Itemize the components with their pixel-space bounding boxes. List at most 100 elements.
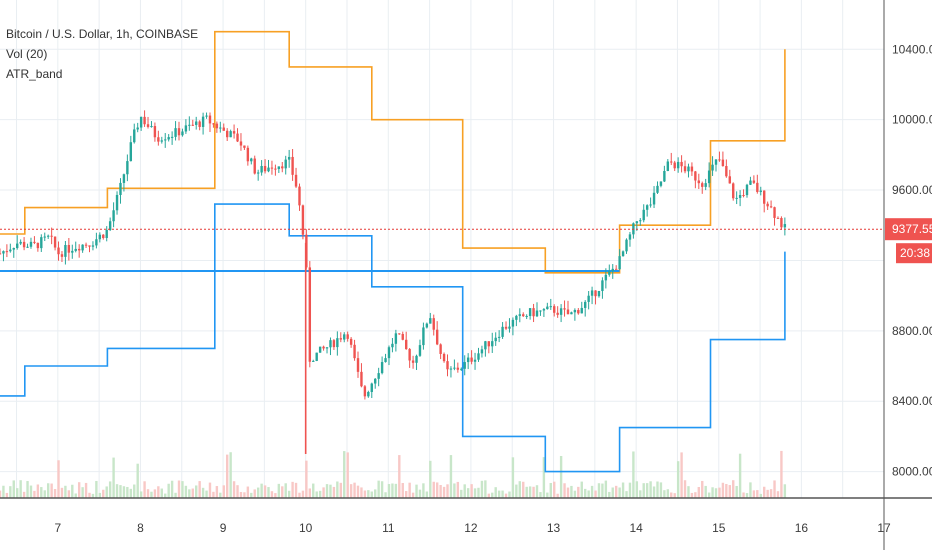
volume-bar (752, 490, 756, 498)
y-tick-label: 10000.00 (892, 113, 932, 127)
candle-body (432, 318, 435, 330)
volume-bar (188, 489, 191, 498)
candle-body (391, 343, 394, 348)
candle-body (697, 180, 701, 184)
volume-bar (139, 491, 143, 498)
volume-bar (22, 491, 26, 498)
candle-body (256, 172, 260, 174)
volume-bar (246, 486, 250, 498)
volume-bar (108, 481, 112, 498)
candle-body (635, 221, 639, 224)
candle-body (105, 229, 108, 239)
volume-bar (212, 491, 215, 498)
volume-bar (256, 487, 260, 498)
candle-body (404, 339, 408, 350)
candle-body (91, 245, 95, 247)
volume-bar (95, 480, 98, 498)
volume-bar (553, 481, 556, 498)
volume-bar (325, 484, 329, 498)
candle-body (133, 129, 136, 143)
volume-bar (174, 492, 177, 498)
volume-bar (2, 485, 5, 498)
volume-bar (694, 492, 697, 498)
candle-body (732, 183, 735, 199)
candle-body (528, 308, 532, 316)
volume-bar (380, 481, 384, 498)
volume-bar (418, 489, 422, 498)
volume-bar (463, 484, 466, 498)
volume-bar (294, 482, 298, 498)
candle-body (225, 130, 229, 138)
candle-body (484, 341, 487, 350)
x-tick-label: 7 (54, 521, 61, 535)
volume-bar (260, 483, 263, 498)
volume-bar (453, 483, 456, 498)
candle-body (274, 168, 277, 170)
volume-bar (12, 480, 15, 498)
volume-bar (518, 481, 521, 498)
volume-bar (411, 492, 415, 498)
volume-bar (466, 488, 470, 498)
candlesticks (0, 110, 787, 455)
candle-body (298, 186, 301, 206)
candle-body (556, 312, 559, 315)
volume-bar (487, 493, 491, 498)
candle-body (136, 127, 139, 130)
candle-body (776, 217, 780, 219)
volume-bar (404, 491, 408, 498)
candle-body (783, 224, 787, 228)
volume-bar (40, 487, 43, 498)
x-tick-label: 16 (795, 521, 809, 535)
candle-body (387, 347, 391, 359)
candle-body (167, 137, 170, 140)
candle-body (718, 159, 721, 161)
candle-body (435, 329, 439, 345)
candle-body (460, 368, 463, 370)
volume-bar (491, 492, 494, 498)
x-tick-label: 13 (547, 521, 561, 535)
candle-body (74, 248, 77, 251)
volume-bar (122, 486, 126, 498)
volume-bar (153, 489, 157, 498)
volume-bar (590, 485, 594, 498)
volume-bar (16, 488, 19, 498)
volume-bar (432, 481, 435, 498)
candle-body (470, 357, 473, 362)
candle-body (666, 161, 670, 171)
volume-bar (398, 455, 401, 498)
volume-bar (701, 480, 704, 498)
volume-bar (563, 483, 566, 498)
volume-bar (711, 487, 714, 498)
volume-bar (408, 482, 411, 498)
volume-bar (611, 487, 614, 498)
candle-body (0, 253, 2, 255)
candle-body (701, 183, 704, 187)
candle-body (201, 116, 205, 127)
volume-bar (683, 480, 687, 498)
candle-body (281, 166, 284, 169)
volume-bar (5, 492, 9, 498)
price-tags: 9377.55 20:38 (885, 218, 932, 264)
volume-bar (738, 453, 742, 498)
volume-bar (584, 488, 587, 498)
candle-body (95, 239, 98, 246)
volume-bar (515, 484, 518, 498)
volume-bar (449, 455, 453, 498)
candle-body (456, 367, 460, 370)
candle-body (188, 124, 191, 126)
volume-bar (353, 482, 356, 498)
volume-bar (673, 493, 676, 498)
y-tick-label: 8800.00 (892, 324, 932, 338)
x-tick-label: 8 (137, 521, 144, 535)
countdown-tag: 20:38 (900, 246, 930, 260)
volume-bar (477, 487, 480, 498)
candle-body (315, 352, 318, 361)
candle-body (394, 333, 398, 344)
candle-body (229, 131, 232, 138)
candle-body (425, 323, 429, 328)
volume-bar (456, 481, 460, 498)
candle-body (611, 268, 614, 272)
candle-body (618, 256, 621, 270)
